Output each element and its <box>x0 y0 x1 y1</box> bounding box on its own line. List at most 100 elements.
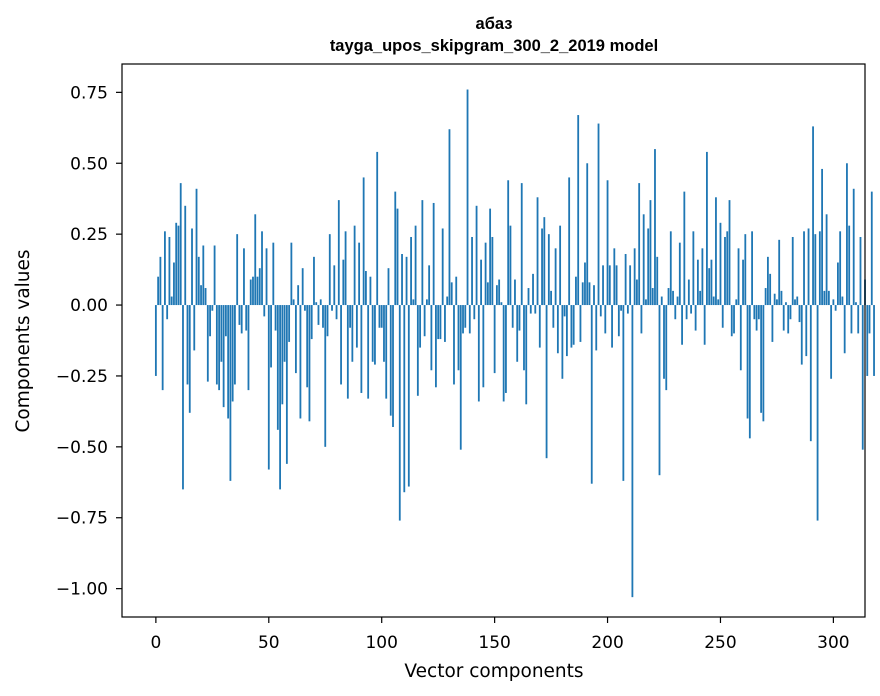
bar <box>285 305 288 464</box>
bar <box>252 276 254 306</box>
bar <box>385 305 388 399</box>
y-tick-label: −0.25 <box>56 367 108 387</box>
bar <box>730 305 733 337</box>
bar <box>394 191 397 306</box>
bar <box>358 242 361 306</box>
bar <box>200 285 202 306</box>
bar <box>687 279 690 306</box>
bar <box>308 305 311 422</box>
bar <box>794 299 796 306</box>
bar <box>678 242 681 306</box>
bar <box>816 305 819 521</box>
y-tick-label: −0.75 <box>56 509 108 529</box>
bar <box>717 299 720 306</box>
bar <box>292 299 295 306</box>
bar <box>846 163 848 306</box>
bar <box>575 276 577 306</box>
bar <box>554 248 557 306</box>
bar <box>405 256 408 306</box>
bar <box>439 305 442 340</box>
bar <box>435 305 437 388</box>
bar <box>403 305 406 493</box>
bar <box>191 228 193 306</box>
bar <box>629 265 632 306</box>
bar <box>446 296 449 306</box>
bar <box>672 290 674 306</box>
bar <box>326 305 329 337</box>
bar <box>514 279 516 306</box>
bar <box>360 305 363 393</box>
bar <box>751 231 753 306</box>
bar <box>706 151 708 306</box>
bar <box>834 305 837 311</box>
bar <box>868 305 871 334</box>
bar <box>859 236 862 306</box>
bar <box>457 305 460 371</box>
bar <box>204 288 207 306</box>
bar <box>658 305 661 476</box>
bar <box>762 305 765 422</box>
y-axis-ticks: −1.00 −0.75 −0.50 −0.25 0.00 0.25 0.50 0.75 <box>56 83 122 600</box>
x-tick-label: 150 <box>478 633 510 653</box>
bar <box>344 231 347 306</box>
x-tick-label: 250 <box>704 633 736 653</box>
bar <box>595 305 598 351</box>
bar <box>337 200 340 306</box>
bar <box>389 305 392 416</box>
bar <box>642 214 645 306</box>
bar <box>572 305 575 345</box>
bar <box>238 305 241 325</box>
bar <box>708 268 711 306</box>
bar <box>814 234 817 306</box>
bar <box>748 305 751 439</box>
bar <box>547 234 550 306</box>
chart-title: абаз <box>476 15 513 33</box>
bar <box>468 305 471 334</box>
bar <box>387 268 390 306</box>
bar <box>696 259 699 306</box>
bar <box>620 305 622 311</box>
bar <box>742 259 744 306</box>
bar <box>724 236 726 306</box>
bar <box>335 305 338 320</box>
bar <box>193 305 196 351</box>
bar <box>229 305 232 481</box>
bar <box>588 282 591 306</box>
y-tick-label: 0.25 <box>70 225 108 245</box>
bar <box>812 126 814 306</box>
bar <box>559 225 562 306</box>
bar <box>455 276 458 306</box>
bar <box>441 228 444 306</box>
bar <box>376 151 379 306</box>
y-tick-label: 0.00 <box>70 296 108 316</box>
bar <box>313 256 315 306</box>
bar <box>220 305 223 362</box>
bar <box>556 305 559 354</box>
bar <box>832 299 835 306</box>
bar <box>780 290 783 306</box>
bar <box>459 305 462 450</box>
bar <box>432 202 435 306</box>
bar <box>489 208 492 306</box>
bar <box>170 296 173 306</box>
bar <box>843 305 846 354</box>
bar <box>739 305 742 371</box>
bar <box>423 305 426 337</box>
bar <box>787 305 790 334</box>
bar <box>656 256 659 306</box>
bar <box>581 282 584 306</box>
bar <box>310 305 313 340</box>
bar <box>552 305 555 328</box>
bar <box>505 305 507 393</box>
bar <box>236 234 239 306</box>
bar <box>837 262 839 306</box>
bar <box>195 188 198 306</box>
bar <box>545 305 548 459</box>
bar <box>218 305 221 391</box>
bar <box>362 177 365 306</box>
bar <box>778 239 781 306</box>
bar <box>355 305 358 348</box>
bar <box>683 191 686 306</box>
bar <box>719 222 722 306</box>
